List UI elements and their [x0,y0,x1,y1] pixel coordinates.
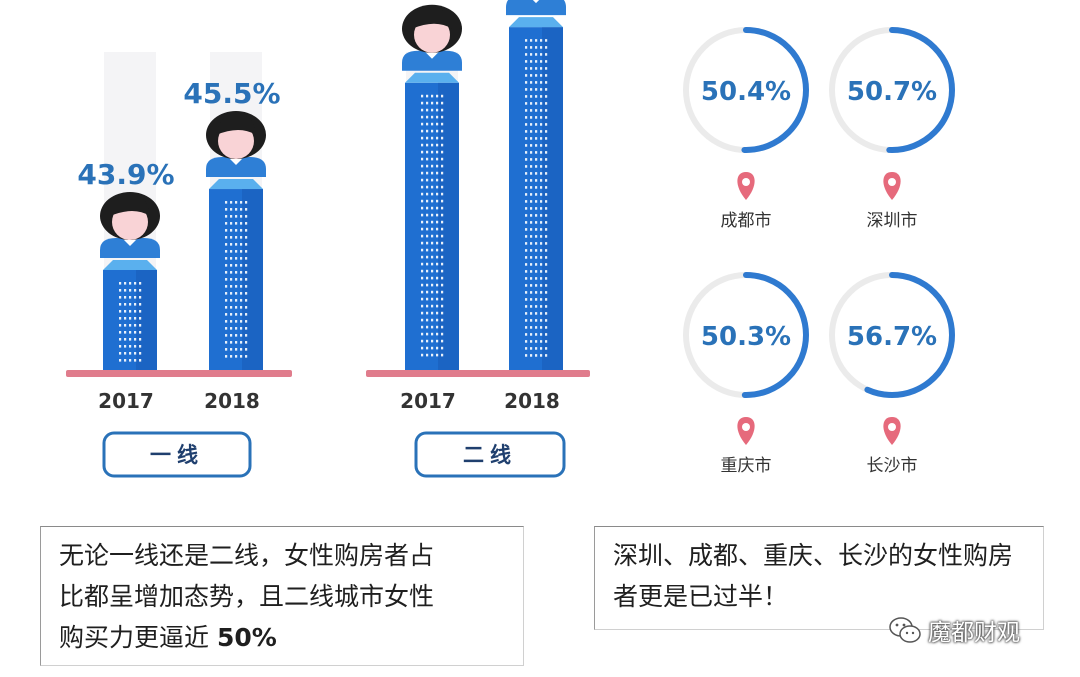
group-label-box [414,431,566,478]
note-right-line-1: 深圳、成都、重庆、长沙的女性购房 [613,541,1014,570]
ground-line [366,370,590,377]
city-ring-4: 56.7% 长沙市 [829,272,955,476]
location-pin-icon [883,172,901,200]
woman-figure-icon [506,0,566,16]
city-ring-2: 50.7% 深圳市 [829,27,955,231]
note-left-line-1: 无论一线还是二线，女性购房者占 [59,541,435,570]
city-name-label: 成都市 [721,211,772,231]
note-right-line-2: 者更是已过半！ [613,582,789,611]
note-right: 深圳、成都、重庆、长沙的女性购房 者更是已过半！ [594,526,1044,630]
bar-building-2018 [206,52,266,370]
bar-value-label: 47.6% [379,0,476,4]
year-tick-label: 2017 [400,389,456,413]
group-label: 二线 [463,443,517,467]
bar-building-2017 [402,4,462,370]
ring-arc [683,27,809,153]
ring-arc [683,272,809,398]
location-pin-icon [883,417,901,445]
city-name-label: 重庆市 [721,456,772,476]
ring-arc [829,27,955,153]
group-label-box [102,431,252,478]
bar-building-2018 [506,0,566,371]
wechat-icon [889,617,921,643]
woman-figure-icon [402,4,462,71]
city-ring-1: 50.4% 成都市 [683,27,809,231]
location-pin-icon [737,172,755,200]
note-left-line-3: 购买力更逼近 50% [59,617,505,658]
note-left-line-2: 比都呈增加态势，且二线城市女性 [59,582,435,611]
watermark-text: 魔都财观 [928,620,1020,646]
year-tick-label: 2017 [98,389,154,413]
ground-line [66,370,292,377]
ring-arc [829,272,955,398]
bar-building-2017 [100,52,160,370]
location-pin-icon [737,417,755,445]
ring-value-label: 50.4% [701,77,791,107]
woman-figure-icon [100,192,160,258]
bar-group-1: 43.9% 2017 45.5% 2018 一线 [66,52,292,478]
city-ring-3: 50.3% 重庆市 [683,272,809,476]
city-name-label: 长沙市 [867,456,918,476]
year-tick-label: 2018 [504,389,560,413]
bar-value-label: 45.5% [183,77,280,110]
watermark: 魔都财观 [888,614,1068,646]
group-label: 一线 [150,443,204,467]
city-rings-layer: 50.4% 成都市 50.7% 深圳市 50.3% 重庆市 56.7% 长沙市 [683,27,955,476]
bar-value-label: 43.9% [77,158,174,191]
note-left: 无论一线还是二线，女性购房者占 比都呈增加态势，且二线城市女性 购买力更逼近 5… [40,526,524,666]
year-tick-label: 2018 [204,389,260,413]
ring-value-label: 50.3% [701,322,791,352]
ring-value-label: 50.7% [847,77,937,107]
woman-figure-icon [206,111,266,178]
note-left-highlight: 50% [216,623,277,652]
note-left-line-3-text: 购买力更逼近 [59,623,217,652]
ring-value-label: 56.7% [847,322,937,352]
city-name-label: 深圳市 [867,211,918,231]
